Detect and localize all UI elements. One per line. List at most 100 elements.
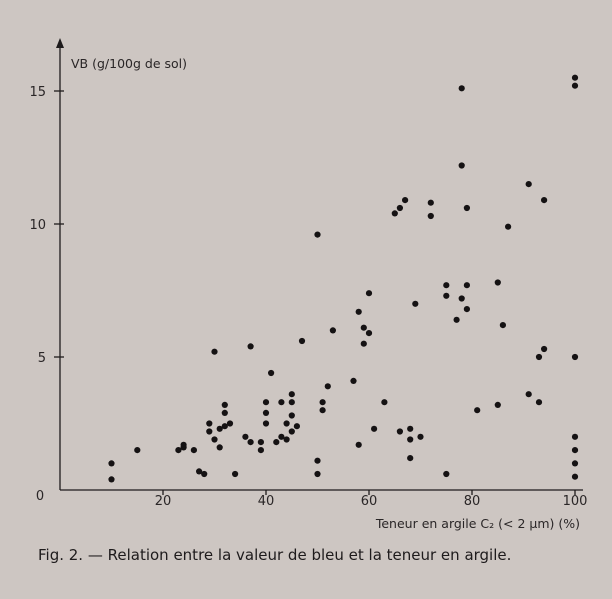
data-point [211,436,218,443]
data-point [201,470,208,478]
data-point [288,428,295,435]
data-point [474,407,481,414]
data-point [396,204,403,212]
data-point [371,425,378,432]
data-point [360,324,367,331]
data-point [314,470,321,478]
data-point [288,399,295,406]
x-tick-label: 100 [563,494,588,509]
data-point [360,340,367,347]
data-point [314,231,321,238]
data-point [108,460,115,467]
data-point [458,85,465,92]
data-point [443,470,450,478]
y-axis-title: VB (g/100g de sol) [71,56,187,71]
data-point [190,447,197,454]
data-point [458,162,465,169]
data-point [443,292,450,299]
data-point [458,295,465,302]
data-point [278,399,285,406]
data-point [412,300,419,307]
data-point [571,473,579,480]
data-point [417,433,424,440]
data-point [288,391,295,398]
data-point [216,425,223,432]
data-point [365,330,373,337]
data-point [226,420,234,427]
data-point [247,439,254,446]
data-point [350,377,357,384]
data-point [329,327,336,334]
x-tick-label: 20 [155,494,172,509]
data-point [571,74,579,81]
data-point [211,348,218,355]
data-point [407,425,414,432]
data-point [463,282,470,289]
data-point [196,468,203,475]
data-point [396,428,403,435]
x-tick-label: 80 [464,494,481,509]
data-point [319,407,326,414]
data-point [314,457,321,464]
data-point [407,455,414,462]
data-point [535,353,543,361]
data-point [206,428,213,435]
data-point [571,447,579,454]
data-point [365,290,373,297]
ticks: 20 40 60 80 100 5 10 15 [29,85,587,509]
data-point [505,223,512,230]
data-point [221,423,228,430]
data-point [494,279,501,286]
data-point [391,210,398,217]
data-point [298,337,306,345]
data-point [571,460,579,467]
data-point [499,322,506,329]
data-point [293,423,300,430]
data-point [381,399,388,406]
origin-label: 0 [36,489,44,504]
data-point [571,82,579,89]
data-point [525,181,532,188]
data-point [355,441,362,448]
data-point [402,197,409,204]
data-point [541,197,548,204]
data-point [324,383,331,390]
data-point [247,343,254,350]
x-axis-title: Teneur en argile C₂ (< 2 µm) (%) [375,516,580,531]
y-axis-arrow [56,38,64,48]
data-point [494,401,501,408]
data-point [262,409,270,416]
data-point [278,433,285,440]
data-points [108,74,579,483]
data-point [232,470,239,478]
y-tick-label: 5 [38,351,46,366]
data-point [283,436,290,443]
data-point [216,444,223,451]
y-tick-label: 10 [29,218,46,233]
x-tick-label: 60 [361,494,378,509]
data-point [525,391,532,398]
data-point [108,476,115,483]
axes [56,38,583,491]
data-point [443,282,450,289]
data-point [206,420,213,427]
data-point [427,212,434,220]
data-point [180,441,187,448]
data-point [453,316,460,323]
data-point [257,447,264,454]
data-point [319,399,326,406]
data-point [463,204,470,212]
x-tick-label: 40 [258,494,275,509]
data-point [283,420,290,427]
data-point [288,412,295,419]
data-point [257,439,264,446]
data-point [463,306,470,313]
data-point [535,399,543,406]
data-point [221,409,228,416]
data-point [407,436,414,443]
data-point [221,401,228,408]
data-point [262,420,270,427]
data-point [571,433,579,440]
data-point [262,399,270,406]
